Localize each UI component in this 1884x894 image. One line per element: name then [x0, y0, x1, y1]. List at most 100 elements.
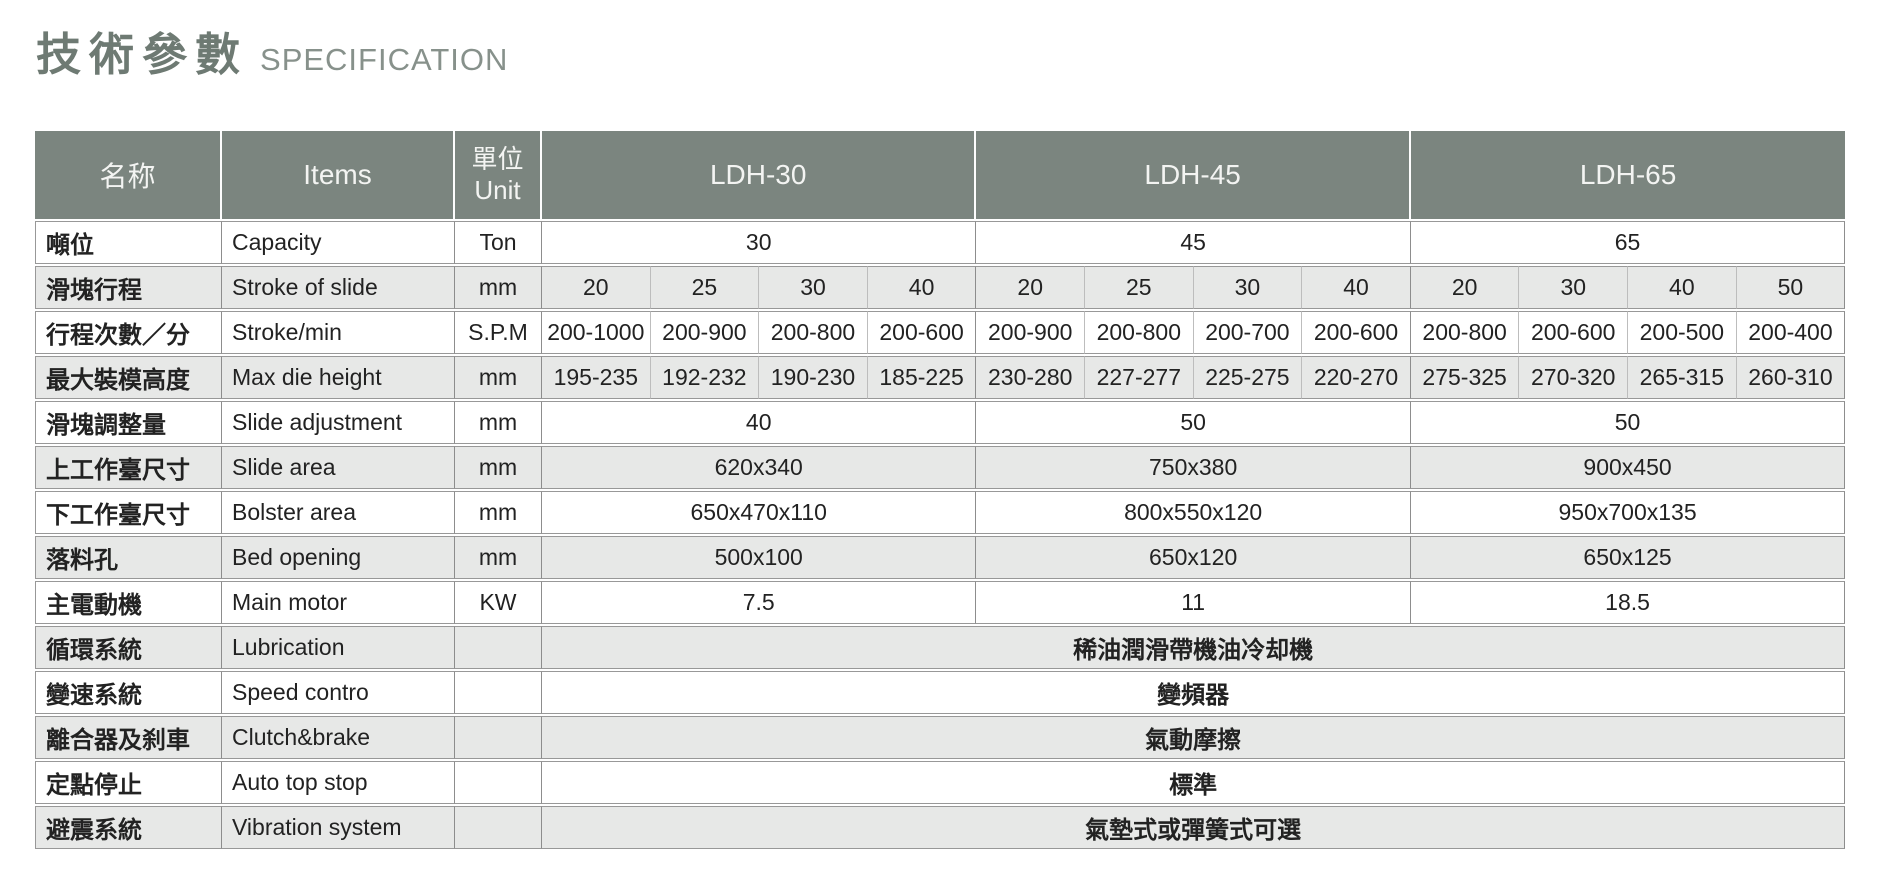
table-row: 最大裝模高度 Max die height mm 195-235 192-232 190-…: [35, 356, 1846, 399]
table-row: 避震系統 Vibration system 氣墊式或彈簧式可選: [35, 806, 1846, 849]
header-model-ldh45: LDH-45: [976, 131, 1411, 219]
table-row: 變速系統 Speed contro 變頻器: [35, 671, 1846, 714]
value-cell: 40: [1628, 266, 1737, 309]
table-row: 行程次數／分 Stroke/min S.P.M 200-1000 200-900 200-…: [35, 311, 1846, 354]
header-model-ldh65: LDH-65: [1410, 131, 1846, 219]
table-row: 離合器及刹車 Clutch&brake 氣動摩擦: [35, 716, 1846, 759]
value-cell: 200-900: [976, 311, 1086, 354]
page-title-zh: 技術參數: [36, 29, 249, 80]
row-unit: mm: [455, 491, 542, 534]
value-cell-merged: 稀油潤滑帶機油冷却機: [542, 626, 1846, 669]
value-cell-merged: 變頻器: [542, 671, 1846, 714]
value-cell: 65: [1410, 221, 1846, 264]
value-cell: 230-280: [976, 356, 1086, 399]
value-cell: 200-600: [1519, 311, 1629, 354]
row-label-en: Bed opening: [222, 536, 455, 579]
value-cell: 185-225: [867, 356, 977, 399]
row-label-en: Stroke/min: [222, 311, 455, 354]
row-label-zh: 最大裝模高度: [35, 356, 222, 399]
specification-table: 名称 Items 單位 Unit LDH-30 LDH-45 LDH-65 噸位…: [35, 129, 1846, 851]
table-row: 噸位 Capacity Ton 30 45 65: [35, 221, 1846, 264]
row-unit: [455, 671, 542, 714]
row-label-zh: 下工作臺尺寸: [35, 491, 222, 534]
table-row: 滑塊行程 Stroke of slide mm 20 25 30 40 20 25 30 40 20 3…: [35, 266, 1846, 309]
value-cell: 50: [976, 401, 1411, 444]
row-unit: [455, 806, 542, 849]
value-cell: 620x340: [542, 446, 977, 489]
value-cell: 200-500: [1628, 311, 1737, 354]
row-label-en: Bolster area: [222, 491, 455, 534]
row-label-zh: 循環系統: [35, 626, 222, 669]
value-cell: 30: [759, 266, 868, 309]
row-unit: S.P.M: [455, 311, 542, 354]
page-title: 技術參數 SPECIFICATION: [36, 18, 508, 83]
value-cell: 45: [976, 221, 1411, 264]
value-cell: 200-600: [1302, 311, 1411, 354]
value-cell: 25: [1085, 266, 1194, 309]
header-unit-zh: 單位: [471, 143, 524, 174]
value-cell: 650x125: [1410, 536, 1846, 579]
value-cell: 225-275: [1193, 356, 1303, 399]
value-cell: 800x550x120: [976, 491, 1411, 534]
value-cell: 275-325: [1410, 356, 1520, 399]
value-cell: 200-800: [1085, 311, 1194, 354]
row-unit: mm: [455, 446, 542, 489]
value-cell: 20: [1410, 266, 1520, 309]
table-row: 下工作臺尺寸 Bolster area mm 650x470x110 800x550x1…: [35, 491, 1846, 534]
row-label-en: Speed contro: [222, 671, 455, 714]
value-cell: 950x700x135: [1410, 491, 1846, 534]
value-cell: 200-800: [759, 311, 868, 354]
header-items: Items: [222, 131, 455, 219]
value-cell: 30: [542, 221, 977, 264]
row-unit: [455, 716, 542, 759]
value-cell: 200-700: [1193, 311, 1303, 354]
value-cell: 192-232: [650, 356, 760, 399]
value-cell: 227-277: [1085, 356, 1194, 399]
value-cell: 30: [1519, 266, 1629, 309]
value-cell-merged: 氣動摩擦: [542, 716, 1846, 759]
table-header-row: 名称 Items 單位 Unit LDH-30 LDH-45 LDH-65: [35, 131, 1846, 219]
value-cell: 50: [1410, 401, 1846, 444]
value-cell: 200-1000: [542, 311, 651, 354]
row-unit: mm: [455, 536, 542, 579]
value-cell: 195-235: [542, 356, 651, 399]
value-cell: 750x380: [976, 446, 1411, 489]
row-label-zh: 避震系統: [35, 806, 222, 849]
value-cell: 40: [542, 401, 977, 444]
value-cell: 200-800: [1410, 311, 1520, 354]
row-unit: [455, 761, 542, 804]
value-cell: 190-230: [759, 356, 868, 399]
row-label-zh: 滑塊調整量: [35, 401, 222, 444]
row-label-en: Vibration system: [222, 806, 455, 849]
header-name: 名称: [35, 131, 222, 219]
row-label-en: Slide area: [222, 446, 455, 489]
value-cell: 20: [542, 266, 651, 309]
row-label-en: Auto top stop: [222, 761, 455, 804]
value-cell: 260-310: [1736, 356, 1846, 399]
value-cell: 11: [976, 581, 1411, 624]
header-unit: 單位 Unit: [455, 131, 542, 219]
value-cell-merged: 氣墊式或彈簧式可選: [542, 806, 1846, 849]
row-label-en: Slide adjustment: [222, 401, 455, 444]
row-label-zh: 變速系統: [35, 671, 222, 714]
value-cell: 500x100: [542, 536, 977, 579]
page-title-en: SPECIFICATION: [260, 42, 509, 77]
value-cell: 650x470x110: [542, 491, 977, 534]
row-label-zh: 上工作臺尺寸: [35, 446, 222, 489]
value-cell: 900x450: [1410, 446, 1846, 489]
value-cell: 7.5: [542, 581, 977, 624]
table-row: 上工作臺尺寸 Slide area mm 620x340 750x380 900x450: [35, 446, 1846, 489]
header-unit-en: Unit: [474, 175, 521, 205]
row-label-zh: 定點停止: [35, 761, 222, 804]
value-cell: 25: [650, 266, 760, 309]
row-label-en: Main motor: [222, 581, 455, 624]
value-cell: 40: [1302, 266, 1411, 309]
row-unit: [455, 626, 542, 669]
value-cell: 50: [1736, 266, 1846, 309]
table-row: 主電動機 Main motor KW 7.5 11 18.5: [35, 581, 1846, 624]
row-label-en: Capacity: [222, 221, 455, 264]
value-cell: 270-320: [1519, 356, 1629, 399]
table-row: 定點停止 Auto top stop 標準: [35, 761, 1846, 804]
row-label-en: Clutch&brake: [222, 716, 455, 759]
table-row: 滑塊調整量 Slide adjustment mm 40 50 50: [35, 401, 1846, 444]
